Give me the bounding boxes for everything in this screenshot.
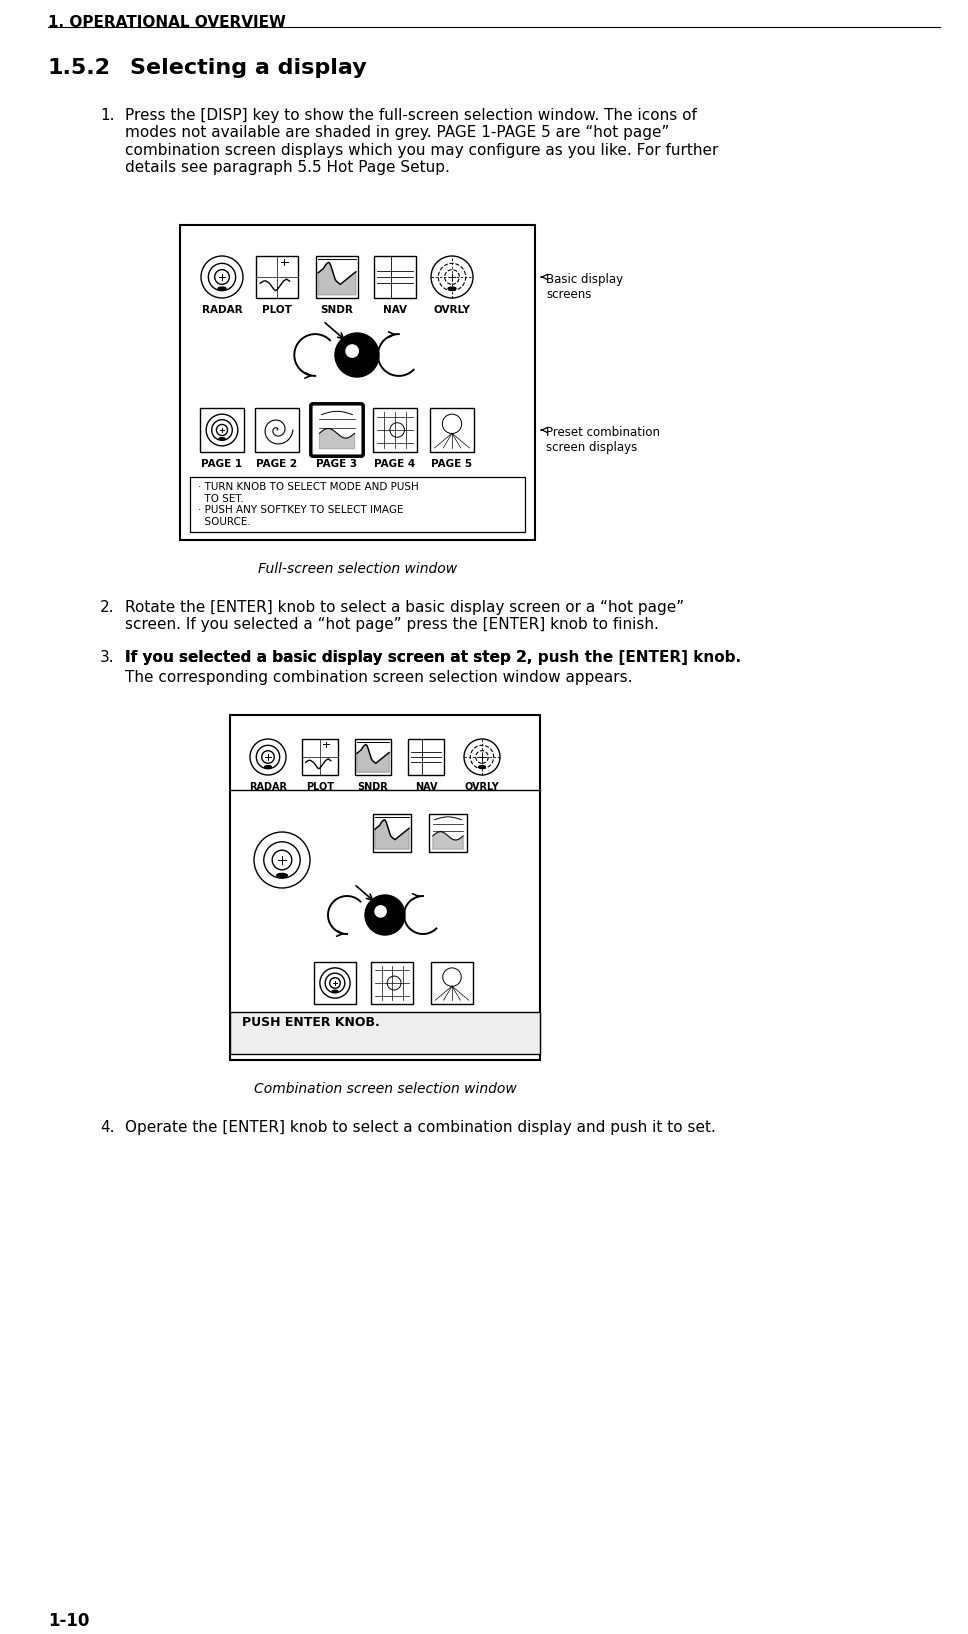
Bar (371, 962, 413, 1003)
Text: PAGE 3: PAGE 3 (317, 459, 357, 469)
Bar (314, 962, 356, 1003)
Text: SNDR: SNDR (357, 783, 388, 792)
Text: The corresponding combination screen selection window appears.: The corresponding combination screen sel… (125, 670, 632, 685)
Text: Full-screen selection window: Full-screen selection window (257, 562, 457, 577)
Text: Basic display
screens: Basic display screens (546, 273, 623, 301)
Text: 3.: 3. (100, 650, 114, 665)
Bar (316, 257, 358, 297)
Polygon shape (319, 428, 354, 449)
Bar (230, 1011, 540, 1054)
Text: PAGE 1: PAGE 1 (201, 459, 243, 469)
Text: 1-10: 1-10 (48, 1613, 89, 1631)
Ellipse shape (264, 766, 271, 768)
Text: PAGE 4: PAGE 4 (375, 459, 415, 469)
Circle shape (365, 895, 405, 935)
Text: SNDR: SNDR (320, 306, 353, 315)
Text: Rotate the [ENTER] knob to select a basic display screen or a “hot page”
screen.: Rotate the [ENTER] knob to select a basi… (125, 600, 684, 632)
Text: OVRLY: OVRLY (434, 306, 470, 315)
Text: 2.: 2. (100, 600, 114, 614)
Polygon shape (433, 832, 464, 850)
Text: If you selected a basic display screen at step 2,: If you selected a basic display screen a… (125, 650, 532, 665)
Text: 1.5.2: 1.5.2 (48, 57, 111, 78)
Text: PUSH ENTER KNOB.: PUSH ENTER KNOB. (242, 1016, 379, 1029)
Ellipse shape (277, 874, 287, 877)
Bar (374, 257, 416, 297)
Ellipse shape (332, 990, 338, 992)
Bar (373, 814, 411, 851)
Text: Preset combination
screen displays: Preset combination screen displays (546, 426, 660, 454)
Circle shape (335, 333, 379, 377)
Bar (430, 408, 474, 453)
Bar (180, 225, 535, 539)
Bar (190, 477, 525, 533)
Text: PAGE 2: PAGE 2 (257, 459, 297, 469)
Polygon shape (375, 820, 409, 850)
Text: RADAR: RADAR (201, 306, 242, 315)
Bar (431, 962, 473, 1003)
Circle shape (375, 905, 386, 917)
Bar (429, 814, 467, 851)
Text: Combination screen selection window: Combination screen selection window (254, 1082, 516, 1096)
Ellipse shape (478, 766, 485, 768)
Text: PLOT: PLOT (262, 306, 292, 315)
Bar (408, 739, 444, 775)
Bar (256, 257, 298, 297)
Bar (230, 716, 540, 1060)
Circle shape (346, 345, 358, 358)
Text: OVRLY: OVRLY (465, 783, 499, 792)
Text: NAV: NAV (383, 306, 407, 315)
FancyBboxPatch shape (311, 404, 363, 456)
Text: NAV: NAV (414, 783, 438, 792)
Bar (255, 408, 299, 453)
Text: 1. OPERATIONAL OVERVIEW: 1. OPERATIONAL OVERVIEW (48, 15, 286, 29)
Ellipse shape (448, 288, 456, 289)
Bar (373, 408, 417, 453)
Text: Selecting a display: Selecting a display (130, 57, 367, 78)
Bar (355, 739, 391, 775)
Text: 4.: 4. (100, 1119, 114, 1136)
Bar (302, 739, 338, 775)
Text: If you selected a basic display screen at step 2, push the [ENTER] knob.: If you selected a basic display screen a… (125, 650, 741, 665)
Polygon shape (357, 745, 389, 773)
Text: · TURN KNOB TO SELECT MODE AND PUSH
  TO SET.
· PUSH ANY SOFTKEY TO SELECT IMAGE: · TURN KNOB TO SELECT MODE AND PUSH TO S… (198, 482, 419, 526)
Text: Press the [DISP] key to show the full-screen selection window. The icons of
mode: Press the [DISP] key to show the full-sc… (125, 108, 718, 175)
Ellipse shape (219, 438, 225, 440)
Polygon shape (318, 263, 356, 294)
Text: 1.: 1. (100, 108, 114, 123)
Bar (200, 408, 244, 453)
Text: PAGE 5: PAGE 5 (432, 459, 472, 469)
Text: PLOT: PLOT (306, 783, 334, 792)
Text: Operate the [ENTER] knob to select a combination display and push it to set.: Operate the [ENTER] knob to select a com… (125, 1119, 716, 1136)
Text: RADAR: RADAR (249, 783, 287, 792)
Ellipse shape (218, 288, 226, 289)
